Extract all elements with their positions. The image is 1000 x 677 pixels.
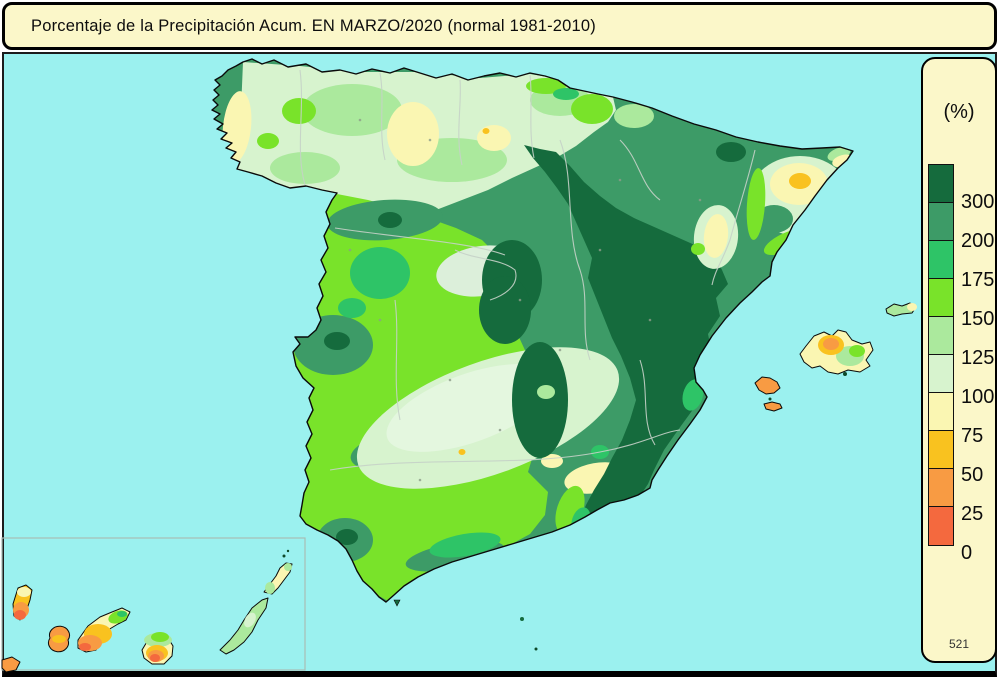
legend-swatch-0 [929,507,953,545]
legend-swatch-50 [929,431,953,469]
legend-value-label-175: 175 [961,269,995,291]
fuerteventura [219,597,269,655]
legend-value-label-25: 25 [961,503,984,525]
legend-swatch-75 [929,393,953,431]
legend-swatch-25 [929,469,953,507]
legend-swatch-column [928,164,954,546]
legend-value-label-50: 50 [961,464,984,486]
legend-value-label-150: 150 [961,308,995,330]
title-box: Porcentaje de la Precipitación Acum. EN … [2,2,997,50]
legend-footnote: 521 [948,637,970,651]
balearic-detail [768,303,917,401]
page-title: Porcentaje de la Precipitación Acum. EN … [31,16,596,35]
mainland-spain-outline [211,58,854,603]
zone-east-dark [524,145,728,527]
small-territory-marks [393,599,538,651]
map-panel [1,52,997,677]
legend-swatch-300 [929,165,953,203]
legend-swatch-125 [929,317,953,355]
ibiza [754,376,781,395]
mainland-fill-zones [212,59,853,602]
formentera [763,401,783,412]
legend-swatch-150 [929,279,953,317]
legend-swatch-175 [929,241,953,279]
legend-value-label-300: 300 [961,191,995,213]
legend-value-label-100: 100 [961,386,995,408]
canary-detail [13,549,292,662]
el-hierro [1,656,21,673]
legend-value-label-125: 125 [961,347,995,369]
legend-swatch-100 [929,355,953,393]
station-dots [298,118,702,482]
legend-swatch-200 [929,203,953,241]
legend-scale: 300 200 175 150 125 100 75 50 25 0 [928,164,994,564]
legend-panel: (%) 300 200 175 150 125 100 75 50 25 0 521 [921,57,997,663]
balearic-islands [754,302,917,412]
legend-value-label-200: 200 [961,230,995,252]
legend-value-label-75: 75 [961,425,984,447]
province-borders [299,69,756,471]
canary-inset-box [1,537,306,671]
legend-value-label-0: 0 [961,542,973,564]
legend-unit-label: (%) [943,101,975,123]
